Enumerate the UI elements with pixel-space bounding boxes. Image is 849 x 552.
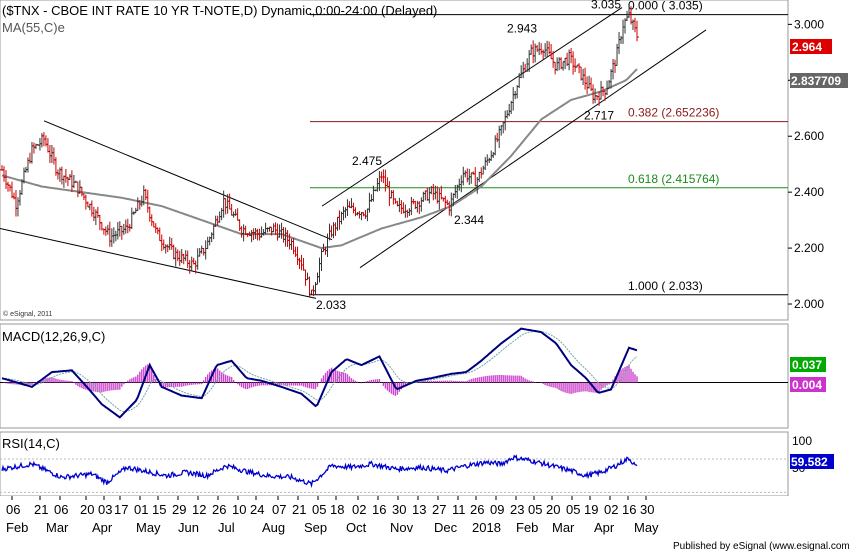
- y-tick-label: 3.000: [794, 17, 824, 31]
- last-price-tag-bg: [790, 39, 832, 54]
- ma-line: [1, 68, 638, 250]
- x-day-label: 03: [98, 502, 112, 517]
- x-day-label: 20: [80, 502, 94, 517]
- x-day-label: 24: [250, 502, 264, 517]
- x-day-label: 27: [432, 502, 446, 517]
- x-axis: 06 21 06 20 03 17 01 15 29 12 26 10 24 07 21 05 18 02 16 30…: [6, 496, 659, 535]
- price-annotation: 2.475: [352, 154, 382, 168]
- macd-title: MACD(12,26,9,C): [2, 329, 105, 344]
- x-day-label: 30: [392, 502, 406, 517]
- y-tick-label: 2.600: [794, 129, 824, 143]
- rsi-plot: [0, 454, 788, 493]
- x-day-label: 17: [114, 502, 128, 517]
- x-month-label: May: [634, 520, 659, 535]
- x-month-label: Aug: [262, 520, 285, 535]
- panel-frames: [0, 0, 849, 540]
- x-month-label: Sep: [304, 520, 327, 535]
- x-month-label: Mar: [552, 520, 575, 535]
- ma-value-tag: 2.837709: [791, 74, 841, 88]
- copyright-text: © eSignal, 2011: [3, 310, 53, 318]
- x-day-label: 10: [232, 502, 246, 517]
- x-month-label: Oct: [346, 520, 367, 535]
- x-day-label: 16: [372, 502, 386, 517]
- fib-label: 0.618 (2.415764): [628, 172, 719, 186]
- x-axis-panel: [0, 496, 849, 540]
- last-price-tag: 2.964: [792, 40, 822, 54]
- price-annotation: 2.943: [507, 21, 537, 35]
- fib-label: 0.382 (2.652236): [628, 106, 719, 120]
- chart-title: ($TNX - CBOE INT RATE 10 YR T-NOTE,D) Dy…: [2, 3, 437, 18]
- x-day-label: 07: [272, 502, 286, 517]
- rsi-title: RSI(14,C): [2, 436, 60, 451]
- y-tick-label: 2.200: [794, 241, 824, 255]
- x-day-label: 23: [510, 502, 524, 517]
- y-tick-label: 2.400: [794, 185, 824, 199]
- macd-value-tag-bg: [790, 357, 826, 372]
- macd-line: [1, 327, 638, 419]
- x-day-label: 02: [604, 502, 618, 517]
- downtrend-channel-bottom: [0, 228, 317, 299]
- rsi-line: [1, 454, 638, 489]
- x-day-label: 05: [566, 502, 580, 517]
- price-bar: [635, 20, 639, 42]
- x-month-label: May: [136, 520, 161, 535]
- x-day-label: 21: [34, 502, 48, 517]
- rsi-value-tag: 59.582: [791, 455, 828, 469]
- fib-label: 0.000 ( 3.035): [628, 0, 703, 13]
- x-day-label: 16: [622, 502, 636, 517]
- x-day-label: 12: [192, 502, 206, 517]
- uptrend-channel-top: [321, 7, 623, 207]
- price-annotation: 3.035: [591, 0, 621, 12]
- x-day-label: 29: [172, 502, 186, 517]
- macd-value-tag: 0.037: [792, 358, 822, 372]
- x-month-label: Nov: [390, 520, 414, 535]
- x-day-label: 11: [452, 502, 466, 517]
- hist-value-tag-bg: [790, 377, 826, 392]
- downtrend-channel-top: [43, 120, 333, 241]
- x-day-label: 05: [528, 502, 542, 517]
- hist-value-tag: 0.004: [792, 378, 822, 392]
- x-month-label: 2018: [472, 520, 501, 535]
- x-month-label: Jul: [218, 520, 235, 535]
- x-day-label: 20: [546, 502, 560, 517]
- rsi-value-tag-bg: [790, 454, 834, 469]
- x-month-label: Feb: [516, 520, 538, 535]
- x-day-label: 18: [330, 502, 344, 517]
- y-tick-label: 2.000: [794, 297, 824, 311]
- x-month-label: Mar: [46, 520, 69, 535]
- x-day-label: 13: [412, 502, 426, 517]
- price-annotation: 2.033: [316, 298, 346, 312]
- rsi-panel: [0, 431, 789, 497]
- x-month-label: Feb: [6, 520, 28, 535]
- x-day-label: 06: [54, 502, 68, 517]
- footer-credit: Published by eSignal (www.esignal.com): [673, 541, 849, 552]
- x-day-label: 21: [292, 502, 306, 517]
- x-day-label: 26: [470, 502, 484, 517]
- x-day-label: 06: [6, 502, 20, 517]
- x-day-label: 01: [134, 502, 148, 517]
- macd-plot: [0, 327, 788, 419]
- price-panel: [0, 0, 789, 321]
- macd-panel: [0, 323, 789, 429]
- x-day-label: 05: [312, 502, 326, 517]
- x-day-label: 30: [640, 502, 654, 517]
- x-day-label: 19: [584, 502, 598, 517]
- uptrend-channel-bottom: [359, 29, 707, 269]
- rsi-tick-100: 100: [792, 434, 812, 448]
- x-month-label: Apr: [594, 520, 615, 535]
- price-annotation: 2.344: [454, 213, 484, 227]
- x-month-label: Jun: [178, 520, 199, 535]
- x-day-label: 26: [212, 502, 226, 517]
- x-month-label: Dec: [434, 520, 458, 535]
- x-day-label: 09: [490, 502, 504, 517]
- ma-value-tag-bg: [790, 73, 848, 88]
- fib-label: 1.000 ( 2.033): [628, 279, 703, 293]
- x-month-label: Apr: [92, 520, 113, 535]
- x-day-label: 02: [352, 502, 366, 517]
- price-annotation: 2.717: [584, 109, 614, 123]
- ma-legend: MA(55,C)e: [2, 20, 65, 35]
- x-day-label: 15: [152, 502, 166, 517]
